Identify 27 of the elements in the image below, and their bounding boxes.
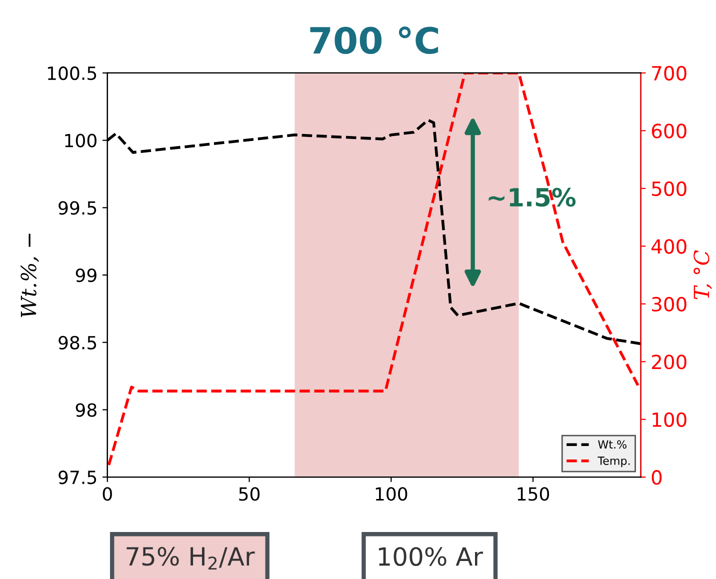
legend-label: Temp. bbox=[598, 456, 630, 468]
text: 100% Ar bbox=[378, 547, 483, 566]
y-tick-label: 97.5 bbox=[58, 470, 96, 484]
y2-tick-label: 400 bbox=[651, 239, 686, 254]
legend-label: Wt.% bbox=[598, 440, 626, 449]
y2-tick-label: 600 bbox=[652, 124, 686, 138]
x-tick-label: 150 bbox=[518, 487, 550, 501]
x-tick-label: 50 bbox=[239, 487, 260, 501]
y2-tick-label: 100 bbox=[652, 412, 686, 428]
y2-axis-title: T, °C bbox=[694, 250, 712, 300]
annotation: ~1.5% bbox=[488, 188, 576, 207]
y-tick-label: 98.5 bbox=[58, 336, 96, 350]
chart-title: 700 °C bbox=[310, 26, 438, 54]
y-tick-label: 99.5 bbox=[58, 201, 96, 215]
y2-tick-label: 500 bbox=[652, 181, 686, 196]
y2-tick-label: 300 bbox=[652, 296, 686, 312]
y-tick-label: 100 bbox=[65, 134, 96, 148]
y2-tick-label: 200 bbox=[652, 354, 686, 370]
x-tick-label: 100 bbox=[376, 487, 408, 501]
y-tick-label: 98 bbox=[76, 403, 96, 417]
x-tick-label: 0 bbox=[102, 487, 112, 501]
y-tick-label: 99 bbox=[76, 268, 96, 282]
text: 75% H$_{2}$/Ar bbox=[126, 546, 255, 570]
y-axis-title: Wt.%, − bbox=[20, 234, 39, 318]
y-tick-label: 100.5 bbox=[48, 66, 96, 80]
y2-tick-label: 0 bbox=[652, 470, 662, 485]
y2-tick-label: 700 bbox=[652, 66, 686, 81]
